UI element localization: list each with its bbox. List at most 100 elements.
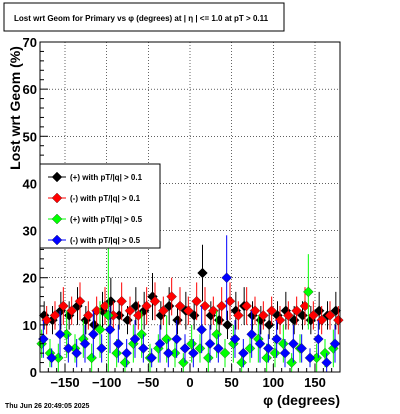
data-point — [319, 347, 331, 359]
data-point — [211, 329, 222, 340]
data-point — [124, 305, 136, 316]
y-axis-label: Lost wrt Geom (%) — [7, 46, 23, 170]
data-point — [274, 314, 286, 326]
data-point — [288, 338, 299, 349]
data-point — [103, 310, 114, 321]
data-point — [191, 296, 202, 307]
data-point — [49, 310, 61, 321]
y-tick-label: 40 — [23, 176, 37, 191]
y-tick-label: 70 — [23, 35, 37, 50]
data-points — [36, 235, 344, 372]
title-box — [3, 2, 285, 32]
x-tick-label: 50 — [224, 375, 238, 390]
data-point — [333, 314, 344, 326]
data-point — [241, 300, 252, 312]
data-point — [88, 329, 99, 340]
data-point — [216, 300, 227, 312]
data-point — [286, 357, 297, 368]
legend-label: (+) with pT/|q| > 0.1 — [70, 173, 143, 182]
data-point — [79, 338, 91, 349]
data-point — [213, 343, 224, 354]
data-point — [54, 329, 66, 340]
data-point — [119, 357, 131, 368]
data-point — [186, 338, 197, 349]
data-point — [278, 338, 289, 349]
data-point — [172, 314, 183, 326]
series-2 — [41, 277, 344, 335]
data-point — [283, 310, 294, 321]
x-tick-label: −50 — [137, 375, 159, 390]
data-point — [229, 333, 241, 345]
data-point — [296, 343, 307, 354]
data-point — [249, 305, 261, 316]
timestamp: Thu Jun 26 20:49:05 2025 — [5, 403, 90, 410]
data-point — [96, 343, 107, 354]
data-point — [111, 347, 122, 359]
data-point — [219, 347, 231, 359]
data-point — [263, 343, 274, 354]
data-point — [154, 338, 166, 349]
data-point — [196, 324, 207, 335]
data-point — [208, 305, 219, 316]
data-point — [146, 352, 157, 364]
data-point — [329, 338, 341, 349]
data-point — [171, 333, 182, 345]
data-point — [324, 310, 336, 321]
data-point — [138, 343, 149, 354]
data-point — [279, 347, 291, 359]
data-point — [121, 347, 132, 359]
y-tick-label: 30 — [23, 224, 37, 239]
data-point — [136, 329, 147, 340]
data-point — [122, 314, 133, 326]
data-point — [269, 347, 281, 359]
data-point — [221, 272, 232, 283]
data-point — [304, 352, 316, 364]
data-point — [194, 343, 206, 354]
x-tick-label: −150 — [50, 375, 79, 390]
data-point — [321, 357, 332, 368]
legend-marker — [51, 192, 63, 204]
series-4 — [38, 235, 341, 372]
chart-title: Lost wrt Geom for Primary vs φ (degrees)… — [14, 14, 269, 23]
data-point — [236, 357, 247, 368]
data-point — [258, 310, 269, 321]
data-point — [222, 319, 233, 331]
data-point — [263, 319, 275, 331]
x-tick-label: −100 — [92, 375, 121, 390]
series-1 — [38, 244, 342, 339]
data-point — [104, 324, 116, 335]
data-point — [63, 343, 74, 354]
legend-marker — [51, 234, 63, 246]
data-point — [188, 347, 199, 359]
x-tick-label: 100 — [262, 375, 284, 390]
y-tick-label: 20 — [23, 271, 37, 286]
data-point — [199, 300, 211, 312]
data-point — [204, 338, 216, 349]
legend-label: (-) with pT/|q| > 0.1 — [70, 194, 141, 203]
data-point — [303, 286, 314, 298]
data-point — [161, 333, 172, 345]
legend-marker — [51, 213, 63, 225]
y-tick-label: 0 — [30, 365, 37, 380]
legend: (+) with pT/|q| > 0.1 (-) with pT/|q| > 0… — [39, 163, 161, 249]
data-point — [166, 291, 177, 302]
y-tick-label: 50 — [23, 129, 37, 144]
data-point — [244, 343, 256, 354]
data-point — [94, 324, 106, 335]
data-point — [213, 314, 225, 326]
data-point — [316, 314, 327, 326]
series-3 — [36, 240, 339, 372]
data-point — [141, 300, 152, 312]
x-tick-label: 150 — [304, 375, 326, 390]
data-point — [203, 352, 214, 364]
data-point — [197, 267, 208, 279]
y-tick-label: 10 — [23, 318, 37, 333]
x-axis-label: φ (degrees) — [263, 392, 340, 408]
data-point — [163, 347, 174, 359]
legend-box — [39, 163, 161, 249]
data-point — [183, 305, 194, 316]
data-point — [291, 305, 302, 316]
data-point — [313, 333, 324, 345]
data-point — [113, 338, 124, 349]
